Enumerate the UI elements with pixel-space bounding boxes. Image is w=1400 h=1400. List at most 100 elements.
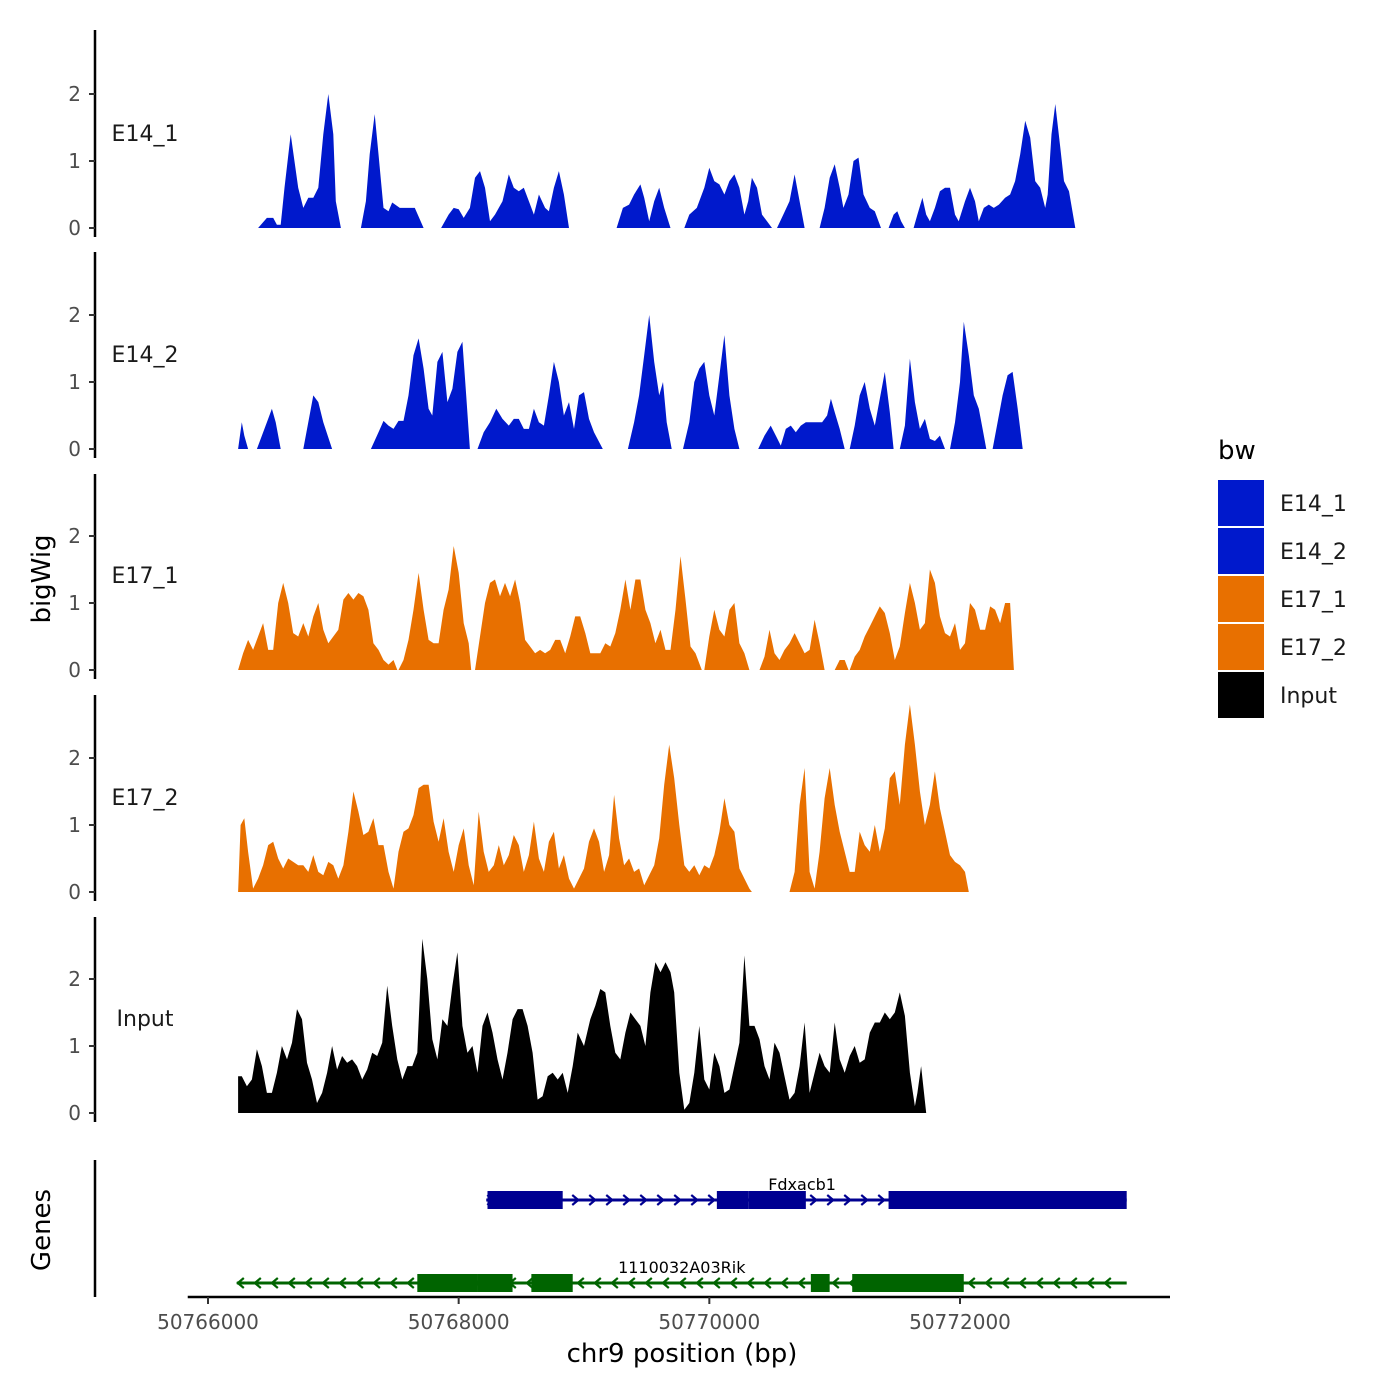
gene-exon	[748, 1191, 806, 1209]
x-tick-label: 50768000	[408, 1310, 510, 1334]
coverage-area	[627, 315, 672, 449]
coverage-area	[992, 371, 1023, 449]
coverage-area	[238, 422, 249, 449]
strand-arrow	[1086, 1277, 1095, 1289]
y-tick-label: 2	[68, 303, 81, 327]
y-tick-label: 0	[68, 216, 81, 240]
y-tick-label: 1	[68, 1034, 81, 1058]
strand-arrow	[826, 1194, 835, 1206]
strand-arrow	[877, 1194, 886, 1206]
strand-arrow	[984, 1277, 993, 1289]
coverage-area	[849, 371, 894, 449]
strand-arrow	[287, 1277, 296, 1289]
strand-arrow	[338, 1277, 347, 1289]
legend-key	[1218, 528, 1264, 574]
coverage-area	[899, 358, 945, 449]
coverage-area	[303, 395, 333, 449]
legend-label: E14_2	[1280, 540, 1347, 565]
gene-exon	[531, 1274, 573, 1292]
track-label: E14_1	[112, 122, 179, 147]
coverage-area	[684, 167, 772, 228]
coverage-area	[477, 361, 603, 449]
y-tick-label: 2	[68, 746, 81, 770]
coverage-area	[777, 174, 805, 228]
legend-key	[1218, 672, 1264, 718]
x-tick-label: 50770000	[658, 1310, 760, 1334]
coverage-area	[950, 321, 987, 449]
strand-arrow	[644, 1277, 653, 1289]
coverage-area	[360, 114, 424, 228]
track-panel-input: 0 1 2 Input	[68, 917, 927, 1125]
strand-arrow	[1052, 1277, 1061, 1289]
coverage-area	[256, 408, 281, 449]
track-panel-e17-1: 0 1 2 E17_1	[68, 474, 1014, 682]
strand-arrow	[605, 1194, 614, 1206]
coverage-area	[370, 338, 470, 449]
coverage-area	[238, 582, 398, 670]
coverage-area	[888, 211, 905, 228]
strand-arrow	[831, 1277, 840, 1289]
track-label: Input	[117, 1007, 174, 1032]
gene-exon	[716, 1191, 749, 1209]
strand-arrow	[270, 1277, 279, 1289]
strand-arrow	[690, 1194, 699, 1206]
track-label: E17_2	[112, 786, 179, 811]
y-tick-label: 0	[68, 437, 81, 461]
coverage-area	[238, 938, 927, 1113]
strand-arrow	[860, 1194, 869, 1206]
strand-arrow	[610, 1277, 619, 1289]
strand-arrow	[1035, 1277, 1044, 1289]
legend-label: E17_1	[1280, 588, 1347, 613]
legend-label: E17_2	[1280, 636, 1347, 661]
gene-label: Fdxacb1	[768, 1175, 836, 1194]
coverage-area	[834, 660, 849, 670]
y-tick-label: 2	[68, 967, 81, 991]
coverage-area	[398, 546, 472, 670]
coverage-area	[475, 556, 702, 670]
y-axis-title: bigWig	[27, 534, 57, 623]
y-tick-label: 1	[68, 813, 81, 837]
strand-arrow	[656, 1194, 665, 1206]
coverage-area	[758, 398, 845, 449]
track-panel-e14-2: 0 1 2 E14_2	[68, 252, 1023, 461]
y-tick-label: 2	[68, 524, 81, 548]
coverage-area	[849, 569, 1014, 670]
strand-arrow	[389, 1277, 398, 1289]
strand-arrow	[729, 1277, 738, 1289]
strand-arrow	[673, 1194, 682, 1206]
coverage-area	[789, 704, 969, 892]
strand-arrow	[593, 1277, 602, 1289]
gene-exon	[477, 1274, 513, 1292]
strand-arrow	[1069, 1277, 1078, 1289]
y-tick-label: 1	[68, 149, 81, 173]
coverage-area	[819, 157, 881, 228]
strand-arrow	[406, 1277, 415, 1289]
gene-exon	[487, 1191, 563, 1209]
strand-arrow	[1001, 1277, 1010, 1289]
gene-1110032a03rik: 1110032A03Rik	[236, 1258, 1127, 1292]
track-panel-e14-1: 0 1 2 E14_1	[68, 30, 1076, 240]
x-axis: 50766000 50768000 50770000 50772000	[157, 1295, 1170, 1334]
strand-arrow	[236, 1277, 245, 1289]
gene-exon	[888, 1191, 1127, 1209]
y-tick-label: 2	[68, 82, 81, 106]
coverage-tracks: 0 1 2 E14_1 0 1 2 E14_2 0 1 2 E17_1 0 1 2 E17_2 0 1 2 Input	[68, 30, 1076, 1125]
strand-arrow	[678, 1277, 687, 1289]
gene-exon	[852, 1274, 964, 1292]
coverage-area	[441, 171, 569, 228]
strand-arrow	[1103, 1277, 1112, 1289]
y-tick-label: 0	[68, 658, 81, 682]
strand-arrow	[372, 1277, 381, 1289]
strand-arrow	[763, 1277, 772, 1289]
track-label: E14_2	[112, 343, 179, 368]
gene-annotation-panel: Fdxacb1 1110032A03Rik	[93, 1160, 1127, 1297]
strand-arrow	[525, 1277, 534, 1289]
genes-axis-title: Genes	[27, 1189, 57, 1271]
strand-arrow	[746, 1277, 755, 1289]
coverage-area	[258, 94, 341, 228]
strand-arrow	[253, 1277, 262, 1289]
legend-key	[1218, 576, 1264, 622]
legend-key	[1218, 480, 1264, 526]
track-panel-e17-2: 0 1 2 E17_2	[68, 695, 969, 904]
